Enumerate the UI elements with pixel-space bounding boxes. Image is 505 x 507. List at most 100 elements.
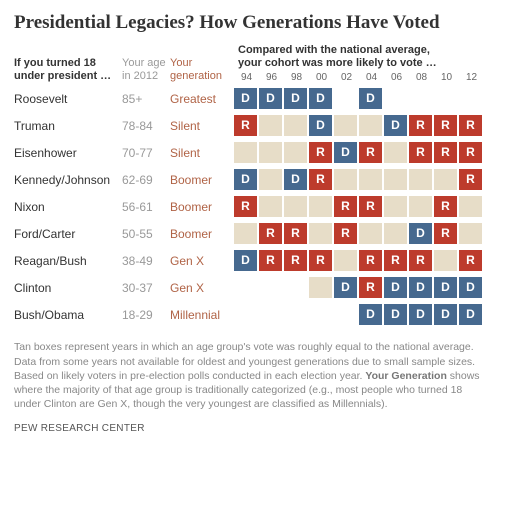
data-row: Nixon56-61BoomerRRRR [14,193,491,220]
vote-cell [309,223,332,244]
vote-cell [409,196,432,217]
vote-cell: D [359,88,382,109]
vote-cell [284,142,307,163]
cell-age: 85+ [122,92,170,106]
col-header-gen-l1: Your [170,57,192,69]
cell-age: 18-29 [122,308,170,322]
vote-cell [334,169,357,190]
cell-generation: Boomer [170,173,234,187]
vote-cell [234,304,257,325]
voting-chart: If you turned 18 under president … Your … [14,44,491,328]
vote-cell: D [284,169,307,190]
col-header-compare-l2: your cohort was more likely to vote … [238,57,437,69]
vote-cell: D [459,304,482,325]
vote-cell: D [409,223,432,244]
vote-cell: D [334,142,357,163]
vote-cell [259,115,282,136]
vote-cell: D [384,304,407,325]
vote-cell: R [334,223,357,244]
cell-president: Clinton [14,281,122,295]
data-row: Ford/Carter50-55BoomerRRRDR [14,220,491,247]
vote-cell [284,304,307,325]
col-header-president: If you turned 18 under president … [14,57,122,83]
col-header-compare-l1: Compared with the national average, [238,44,430,56]
vote-cell [309,277,332,298]
vote-cells: DDDDD [234,88,484,109]
data-row: Truman78-84SilentRDDRRR [14,112,491,139]
year-label: 94 [234,72,259,83]
vote-cell [234,277,257,298]
vote-cell: R [409,250,432,271]
col-header-gen-l2: generation [170,70,222,82]
vote-cell: R [359,196,382,217]
cell-generation: Silent [170,146,234,160]
cell-president: Bush/Obama [14,308,122,322]
vote-cell [384,223,407,244]
year-label: 96 [259,72,284,83]
cell-president: Eisenhower [14,146,122,160]
year-label: 08 [409,72,434,83]
cell-president: Ford/Carter [14,227,122,241]
vote-cell: R [384,250,407,271]
cell-age: 78-84 [122,119,170,133]
vote-cell [409,88,432,109]
vote-cell: R [459,250,482,271]
vote-cell: D [384,277,407,298]
cell-generation: Gen X [170,254,234,268]
vote-cells: DRDDDD [234,277,484,298]
vote-cell: D [234,88,257,109]
cell-generation: Millennial [170,308,234,322]
cell-generation: Silent [170,119,234,133]
col-header-age: Your age in 2012 [122,57,170,83]
vote-cell: D [309,115,332,136]
chart-footnote: Tan boxes represent years in which an ag… [14,340,491,411]
cell-age: 62-69 [122,173,170,187]
vote-cell [359,115,382,136]
vote-cell: D [234,169,257,190]
vote-cell [359,169,382,190]
vote-cell [434,169,457,190]
vote-cell [309,196,332,217]
data-row: Eisenhower70-77SilentRDRRRR [14,139,491,166]
cell-president: Reagan/Bush [14,254,122,268]
vote-cell [459,223,482,244]
vote-cell: R [434,223,457,244]
vote-cell [384,169,407,190]
col-header-president-l1: If you turned 18 [14,57,96,69]
vote-cell: R [434,196,457,217]
vote-cell: R [234,115,257,136]
vote-cell [334,115,357,136]
vote-cells: RDRRRR [234,142,484,163]
vote-cell [334,304,357,325]
year-label: 10 [434,72,459,83]
vote-cell: R [234,196,257,217]
cell-age: 50-55 [122,227,170,241]
vote-cell: D [434,304,457,325]
vote-cell: R [359,277,382,298]
vote-cell: D [334,277,357,298]
cell-age: 38-49 [122,254,170,268]
vote-cell: R [309,250,332,271]
vote-cell [459,196,482,217]
vote-cell: R [359,250,382,271]
vote-cell: R [409,115,432,136]
vote-cell: D [434,277,457,298]
vote-cell: D [409,277,432,298]
year-label: 00 [309,72,334,83]
vote-cell [434,88,457,109]
vote-cell [284,196,307,217]
vote-cell: R [359,142,382,163]
vote-cell: R [434,142,457,163]
year-label: 04 [359,72,384,83]
cell-generation: Boomer [170,200,234,214]
data-row: Roosevelt85+GreatestDDDDD [14,85,491,112]
vote-cell [459,88,482,109]
vote-cell [409,169,432,190]
col-header-generation: Your generation [170,57,234,83]
data-rows: Roosevelt85+GreatestDDDDDTruman78-84Sile… [14,85,491,328]
vote-cell: R [309,142,332,163]
vote-cell: R [459,115,482,136]
year-label: 98 [284,72,309,83]
vote-cell: R [409,142,432,163]
col-header-compare: Compared with the national average, your… [234,44,491,72]
